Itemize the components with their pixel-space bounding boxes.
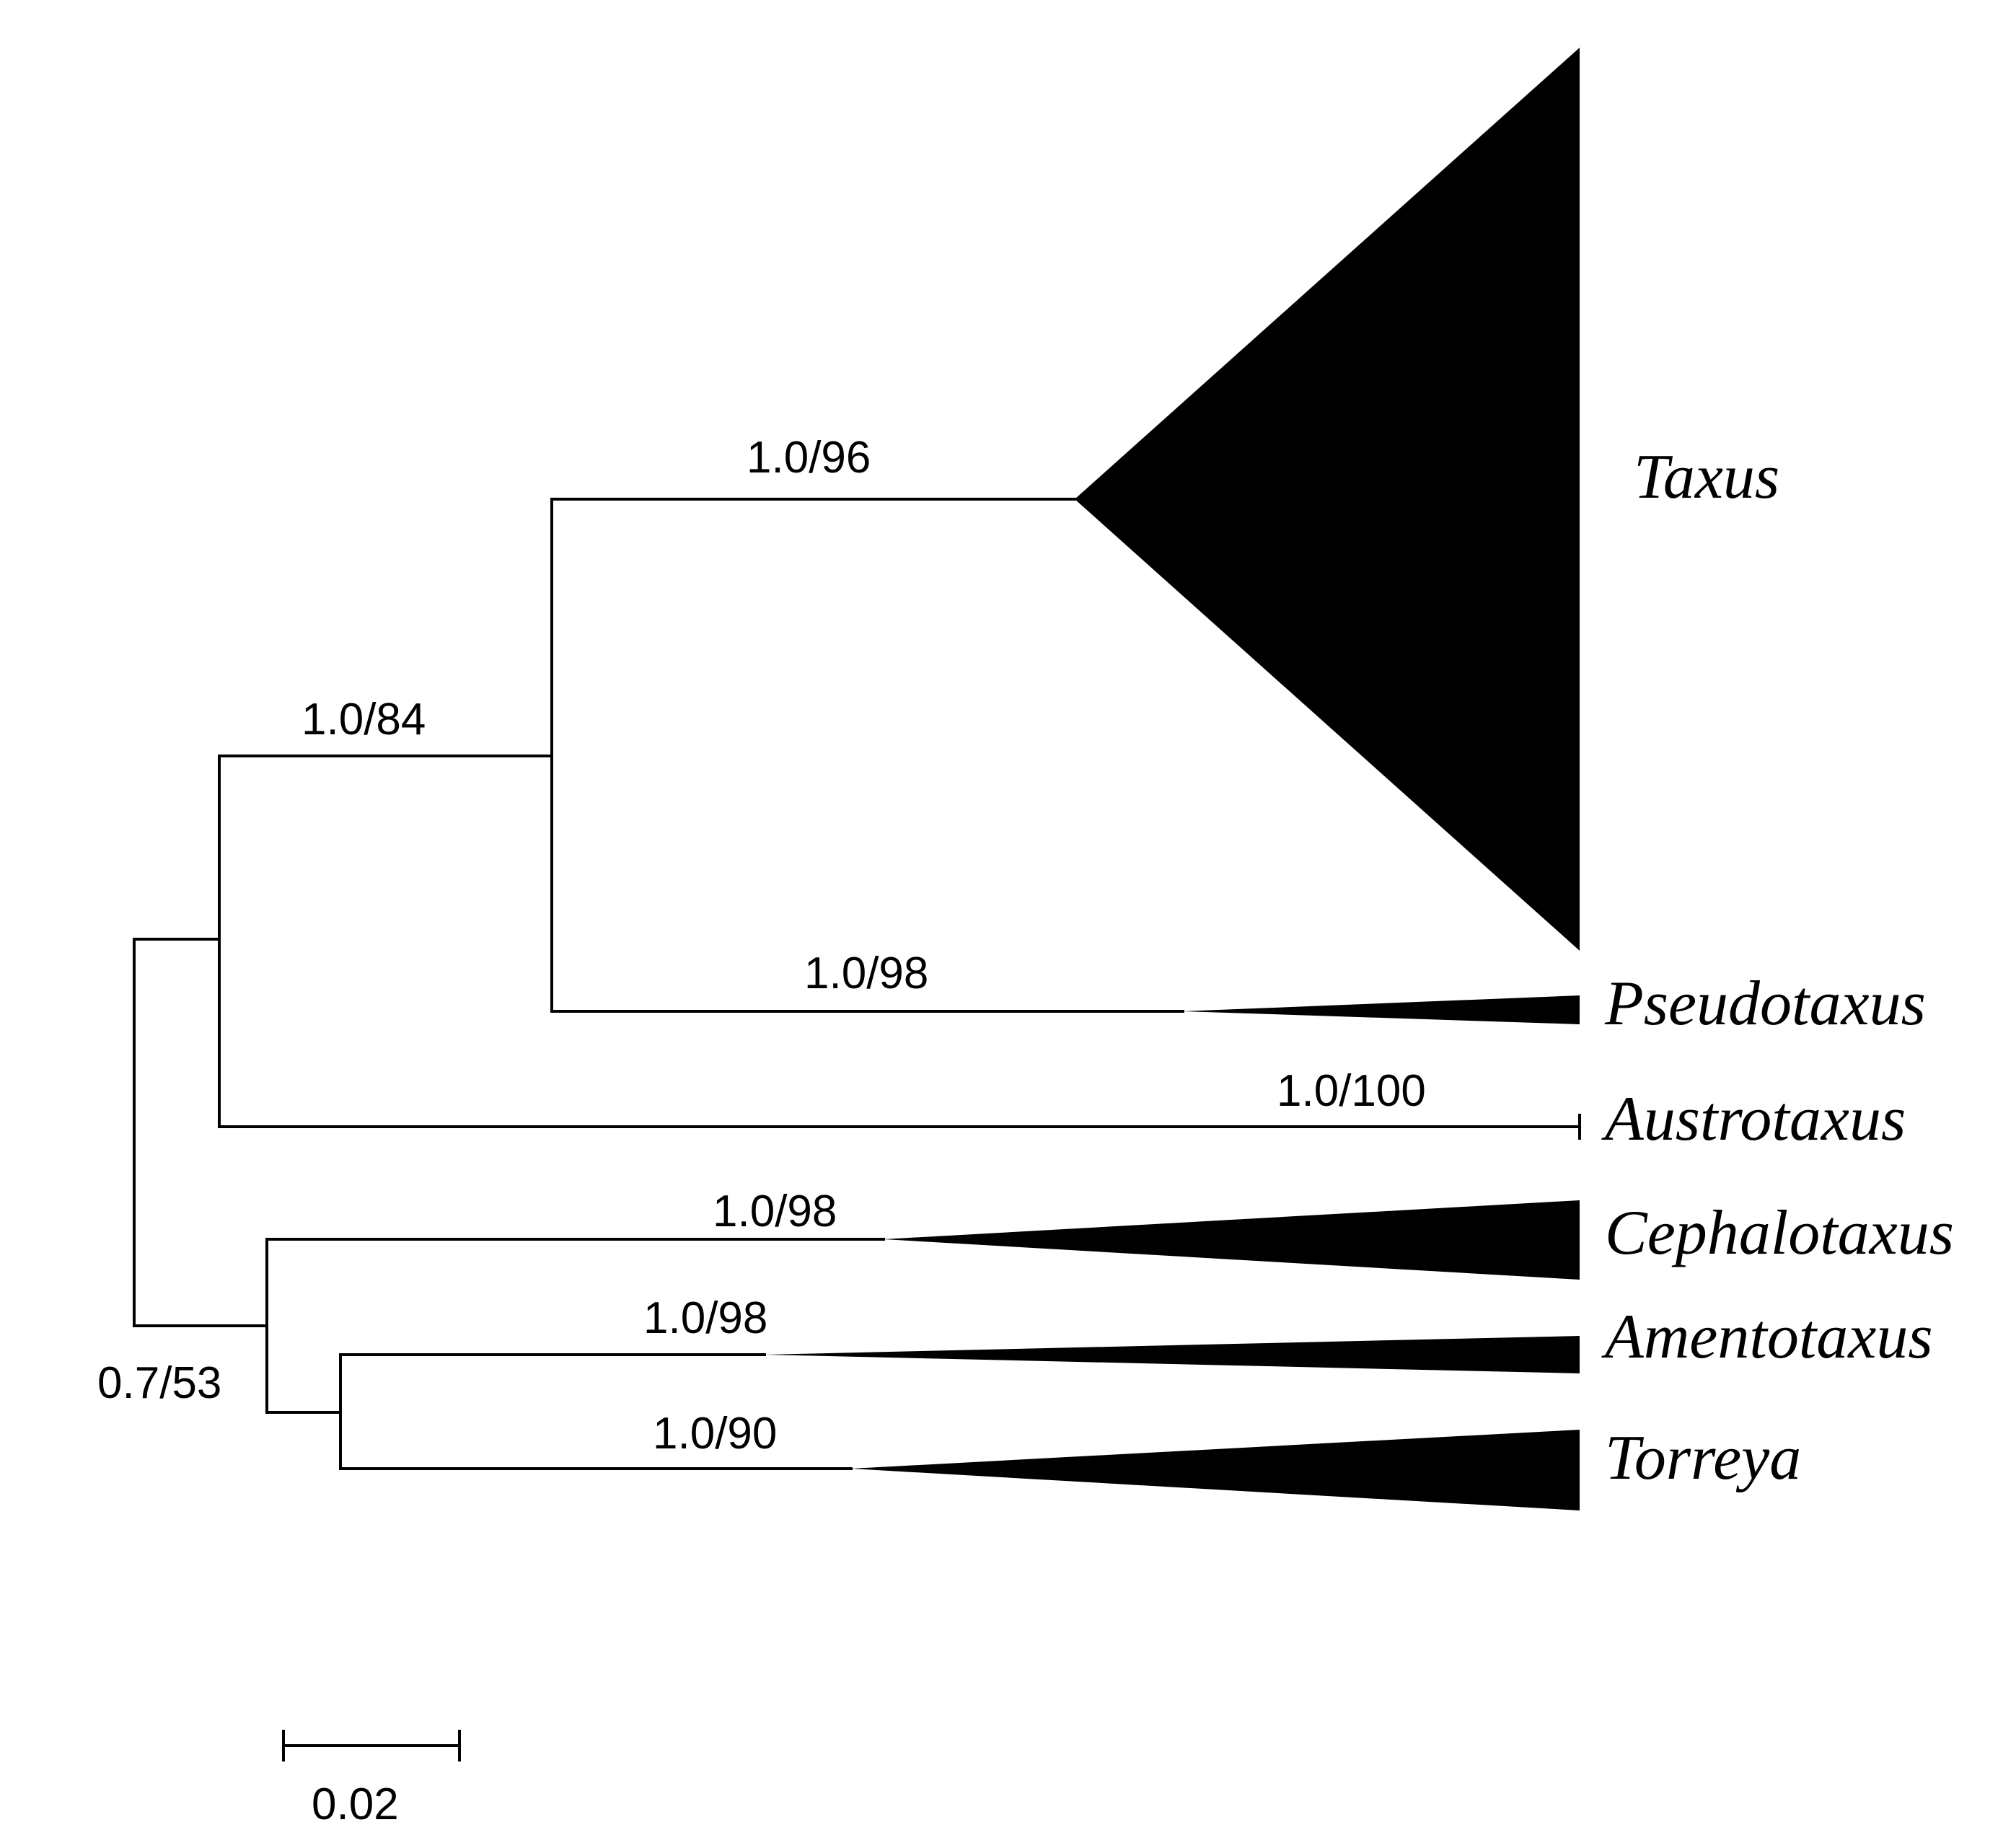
taxon-label-austrotaxus: Austrotaxus bbox=[1601, 1084, 1906, 1154]
taxon-labels: Taxus Pseudotaxus Austrotaxus Cephalotax… bbox=[1601, 442, 1954, 1493]
support-taxus-pseudotaxus: 1.0/84 bbox=[301, 695, 426, 744]
support-amentotaxus-stem: 1.0/98 bbox=[643, 1293, 767, 1343]
clade-amentotaxus bbox=[765, 1336, 1580, 1373]
clade-pseudotaxus bbox=[1183, 995, 1580, 1024]
taxon-label-pseudotaxus: Pseudotaxus bbox=[1604, 969, 1926, 1039]
clade-cephalotaxus bbox=[884, 1200, 1580, 1280]
support-torreya-stem: 1.0/90 bbox=[653, 1409, 777, 1459]
taxon-label-cephalotaxus: Cephalotaxus bbox=[1605, 1198, 1954, 1268]
support-taxus-stem: 1.0/96 bbox=[747, 433, 871, 483]
scale-bar-label: 0.02 bbox=[312, 1780, 399, 1829]
support-basal-split: 0.7/53 bbox=[97, 1358, 221, 1408]
support-cephalotaxus-stem: 1.0/98 bbox=[713, 1187, 837, 1236]
support-values: 1.0/96 1.0/84 1.0/98 1.0/100 1.0/98 1.0/… bbox=[97, 433, 1426, 1459]
scale-bar: 0.02 bbox=[282, 1730, 461, 1829]
support-austrotaxus-stem: 1.0/100 bbox=[1277, 1066, 1426, 1116]
clade-taxus bbox=[1075, 48, 1580, 951]
collapsed-clades bbox=[765, 48, 1580, 1510]
taxon-label-taxus: Taxus bbox=[1634, 442, 1779, 512]
taxon-label-amentotaxus: Amentotaxus bbox=[1601, 1302, 1933, 1372]
support-pseudotaxus-stem: 1.0/98 bbox=[804, 949, 928, 998]
taxon-label-torreya: Torreya bbox=[1605, 1423, 1801, 1493]
clade-torreya bbox=[851, 1430, 1580, 1510]
tree-branches bbox=[133, 498, 1581, 1470]
